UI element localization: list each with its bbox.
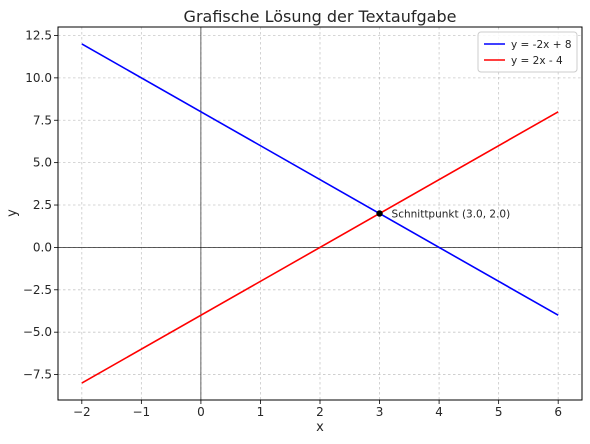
legend-label-1: y = -2x + 8 bbox=[511, 39, 572, 51]
series-line-1 bbox=[81, 43, 559, 316]
x-tick-label: 3 bbox=[376, 405, 384, 419]
legend-box bbox=[477, 31, 578, 73]
y-axis-label: y bbox=[5, 209, 20, 217]
x-tick-label: −2 bbox=[73, 405, 91, 419]
y-tick-label: 7.5 bbox=[33, 113, 52, 127]
y-tick-label: 5.0 bbox=[33, 156, 52, 170]
x-tick-label: 0 bbox=[197, 405, 205, 419]
y-tick-label: 12.5 bbox=[25, 28, 52, 42]
y-tick-label: 10.0 bbox=[25, 71, 52, 85]
y-tick-label: 2.5 bbox=[33, 198, 52, 212]
intersection-label: Schnittpunkt (3.0, 2.0) bbox=[392, 209, 511, 221]
x-axis-label: x bbox=[316, 420, 324, 435]
y-tick-label: −2.5 bbox=[23, 283, 52, 297]
legend-label-2: y = 2x - 4 bbox=[511, 55, 563, 67]
y-tick-label: 0.0 bbox=[33, 240, 52, 254]
x-tick-label: 5 bbox=[495, 405, 503, 419]
x-tick-label: 6 bbox=[554, 405, 562, 419]
x-tick-label: 4 bbox=[435, 405, 443, 419]
y-ticks: −7.5 −5.0 −2.5 0.0 2.5 5.0 7.5 10.0 12.5 bbox=[23, 28, 58, 382]
legend: y = -2x + 8 y = 2x - 4 bbox=[477, 31, 578, 73]
x-ticks: −2 −1 0 1 2 3 4 5 6 bbox=[73, 400, 562, 419]
series-lines bbox=[81, 43, 559, 384]
y-tick-label: −7.5 bbox=[23, 368, 52, 382]
chart-title: Grafische Lösung der Textaufgabe bbox=[184, 7, 457, 26]
x-tick-label: −1 bbox=[133, 405, 151, 419]
intersection-point bbox=[376, 210, 383, 217]
y-tick-label: −5.0 bbox=[23, 325, 52, 339]
x-tick-label: 1 bbox=[257, 405, 265, 419]
x-tick-label: 2 bbox=[316, 405, 324, 419]
series-line-2 bbox=[81, 111, 559, 384]
annotations: Schnittpunkt (3.0, 2.0) bbox=[376, 209, 510, 221]
